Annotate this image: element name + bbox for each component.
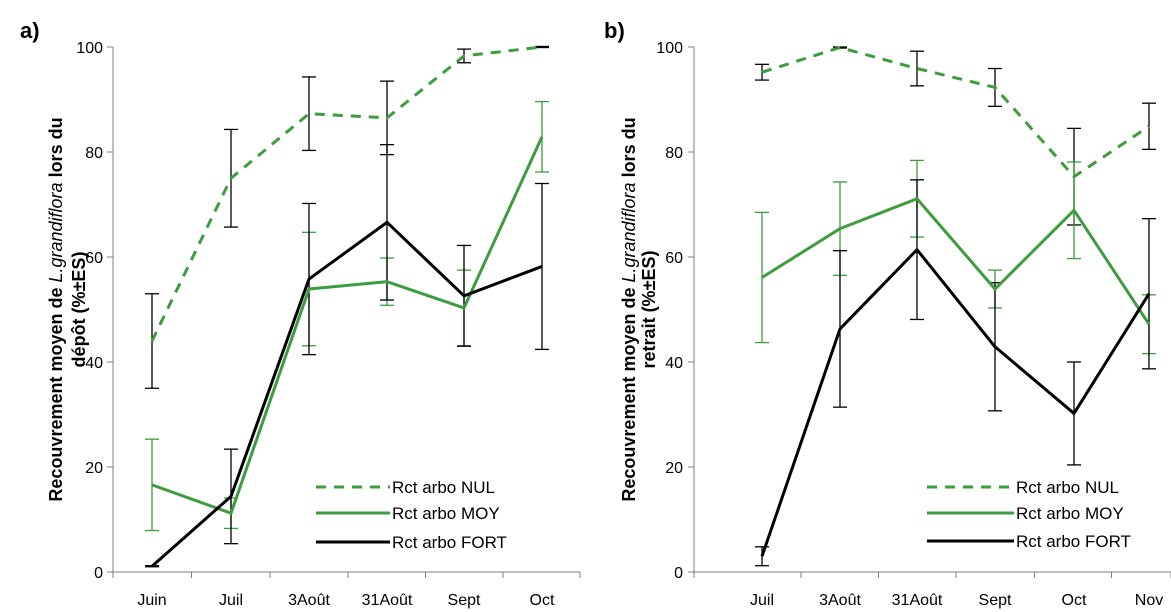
error-bars-1 [755, 159, 1156, 355]
y-tick-label: 20 [665, 460, 683, 477]
panel-b: 0 20 40 60 80 100 Juil 3Août 31Août Sept Oct Nov b) R… [604, 18, 1171, 609]
legend: Rct arbo NUL Rct arbo MOY Rct arbo FORT [316, 478, 507, 552]
y-tick-label: 20 [85, 460, 103, 477]
y-axis-title-line2: dépôt (%±ES) [69, 252, 89, 368]
y-axis-title-species: L.grandiflora [46, 182, 66, 282]
y-tick-label: 40 [85, 355, 103, 372]
y-axis-title-line2: retrait (%±ES) [639, 251, 659, 369]
error-bars-0 [145, 45, 549, 389]
legend-label: Rct arbo FORT [1016, 532, 1131, 551]
series-line-rct-arbo-fort [760, 248, 1151, 557]
y-tick-label: 40 [665, 355, 683, 372]
x-tick-label: Juil [750, 592, 774, 609]
y-tick-label: 80 [85, 145, 103, 162]
y-tick-label: 0 [674, 565, 683, 582]
y-axis-title-species: L.grandiflora [619, 182, 639, 282]
legend-label: Rct arbo NUL [1016, 478, 1119, 497]
legend-label: Rct arbo MOY [1016, 504, 1124, 523]
x-tick-label: 3Août [288, 592, 330, 609]
y-axis-title-part2: lors du [619, 117, 639, 182]
x-tick-label: Nov [1135, 592, 1163, 609]
x-tick-label: Oct [1062, 592, 1087, 609]
series-line-rct-arbo-nul [761, 46, 1150, 179]
y-tick-label: 0 [94, 565, 103, 582]
series-line-rct-arbo-moy [151, 136, 544, 515]
legend-label: Rct arbo MOY [392, 504, 500, 523]
error-bars-1 [145, 100, 549, 532]
y-tick-label: 100 [656, 40, 683, 57]
x-tick-label: 31Août [892, 592, 943, 609]
y-axis-title-line1: Recouvrement moyen de L.grandiflora lors… [46, 117, 66, 501]
error-bars-0 [755, 46, 1156, 226]
panel-label: b) [604, 18, 625, 43]
x-tick-label: 31Août [362, 592, 413, 609]
y-tick-label: 60 [85, 250, 103, 267]
series-line-rct-arbo-nul [150, 45, 543, 342]
y-axis-title-part2: lors du [46, 117, 66, 182]
x-tick-label: Oct [530, 592, 555, 609]
y-tick-label: 100 [76, 40, 103, 57]
series-line-rct-arbo-fort [151, 220, 543, 568]
y-axis-title-part1: Recouvrement moyen de [619, 283, 639, 502]
series-line-rct-arbo-moy [761, 197, 1151, 326]
x-tick-label: Sept [979, 592, 1012, 609]
y-tick-label: 80 [665, 145, 683, 162]
x-tick-label: Sept [448, 592, 481, 609]
x-tick-label: Juin [137, 592, 166, 609]
x-tick-label: Juil [219, 592, 243, 609]
panel-label: a) [20, 18, 40, 43]
y-axis-title-line1: Recouvrement moyen de L.grandiflora lors… [619, 117, 639, 501]
legend-label: Rct arbo FORT [392, 533, 507, 552]
legend-label: Rct arbo NUL [392, 478, 495, 497]
y-tick-label: 60 [665, 250, 683, 267]
y-axis-title-part1: Recouvrement moyen de [46, 283, 66, 502]
panel-a: 0 20 40 60 80 100 Juin Juil 3Août 31Août Sept Oct a)… [20, 18, 581, 609]
x-tick-label: 3Août [819, 592, 861, 609]
legend: Rct arbo NUL Rct arbo MOY Rct arbo FORT [927, 478, 1131, 551]
